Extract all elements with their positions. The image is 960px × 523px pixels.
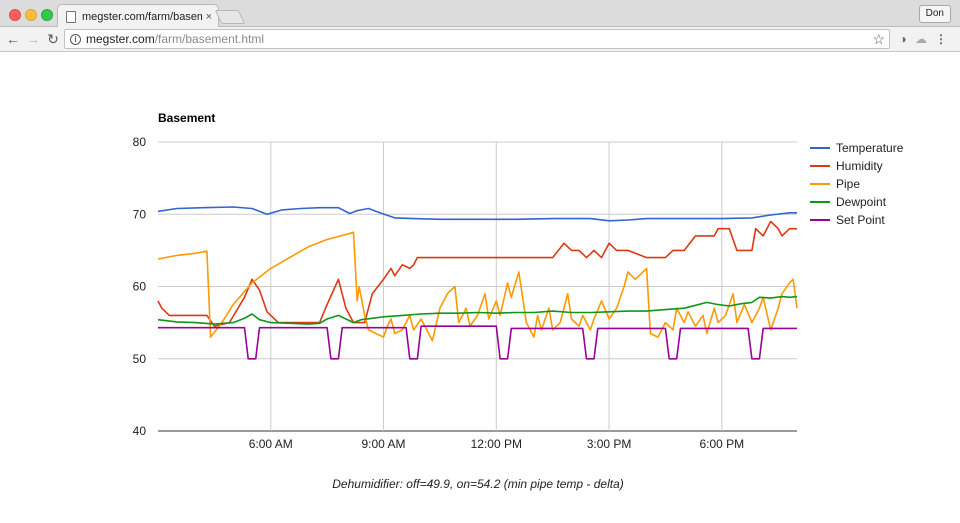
- legend-label: Set Point: [836, 213, 885, 227]
- x-tick-label: 6:00 PM: [699, 437, 744, 451]
- tab-basement[interactable]: megster.com/farm/basement.h ×: [57, 4, 219, 28]
- extension-icon[interactable]: ◑: [899, 32, 907, 46]
- legend-item-humidity[interactable]: Humidity: [810, 159, 883, 173]
- y-tick-label: 80: [133, 135, 147, 149]
- y-tick-label: 60: [133, 280, 147, 294]
- tab-title: megster.com/farm/basement.h: [82, 10, 202, 23]
- legend-label: Dewpoint: [836, 195, 887, 209]
- legend-item-pipe[interactable]: Pipe: [810, 177, 860, 191]
- url-text[interactable]: megster.com/farm/basement.html: [86, 32, 264, 46]
- profile-button[interactable]: Don: [918, 5, 951, 23]
- back-icon[interactable]: ←: [6, 31, 20, 47]
- series-line-dewpoint[interactable]: [157, 295, 798, 325]
- chart-caption: Dehumidifier: off=49.9, on=54.2 (min pip…: [332, 477, 624, 491]
- legend-item-setpoint[interactable]: Set Point: [810, 213, 885, 227]
- url-path: /farm/basement.html: [154, 32, 265, 46]
- series-line-temperature[interactable]: [157, 206, 797, 222]
- menu-icon[interactable]: ⋮: [935, 32, 947, 46]
- page-content: 40 50 60 70 80 6:00 AM 9:00 AM 12:00 PM 3:00 PM 6…: [0, 53, 960, 523]
- x-tick-label: 12:00 PM: [471, 437, 522, 451]
- zoom-window-button[interactable]: [41, 9, 53, 21]
- legend-label: Humidity: [836, 159, 883, 173]
- series-line-pipe[interactable]: [157, 231, 798, 342]
- y-tick-label: 70: [133, 207, 147, 221]
- x-tick-label: 3:00 PM: [587, 437, 632, 451]
- cloud-extension-icon[interactable]: ☁: [915, 32, 927, 46]
- forward-icon[interactable]: →: [26, 31, 40, 47]
- basement-chart: 40 50 60 70 80 6:00 AM 9:00 AM 12:00 PM 3:00 PM 6…: [133, 111, 904, 491]
- bookmark-star-icon[interactable]: ☆: [872, 31, 885, 47]
- minimize-window-button[interactable]: [25, 9, 37, 21]
- legend-label: Temperature: [836, 141, 904, 155]
- page-icon: [66, 10, 76, 23]
- x-tick-label: 6:00 AM: [249, 437, 293, 451]
- legend-item-temperature[interactable]: Temperature: [810, 141, 904, 155]
- url-host: megster.com: [86, 32, 155, 46]
- new-tab-button[interactable]: [214, 10, 246, 24]
- tab-close-icon[interactable]: ×: [205, 10, 212, 23]
- site-info-icon[interactable]: i: [70, 34, 81, 45]
- toolbar: ← → ↻ i megster.com/farm/basement.html ☆…: [0, 27, 960, 52]
- y-tick-label: 50: [133, 352, 147, 366]
- address-bar[interactable]: i megster.com/farm/basement.html ☆: [64, 29, 890, 49]
- reload-icon[interactable]: ↻: [47, 31, 59, 47]
- chart-title: Basement: [158, 111, 215, 125]
- legend-label: Pipe: [836, 177, 860, 191]
- legend-item-dewpoint[interactable]: Dewpoint: [810, 195, 887, 209]
- series-line-setpoint[interactable]: [158, 325, 797, 360]
- tab-bar: megster.com/farm/basement.h × Don: [0, 0, 960, 28]
- y-tick-label: 40: [133, 424, 147, 438]
- series-line-humidity[interactable]: [157, 220, 797, 327]
- close-window-button[interactable]: [9, 9, 21, 21]
- x-tick-label: 9:00 AM: [362, 437, 406, 451]
